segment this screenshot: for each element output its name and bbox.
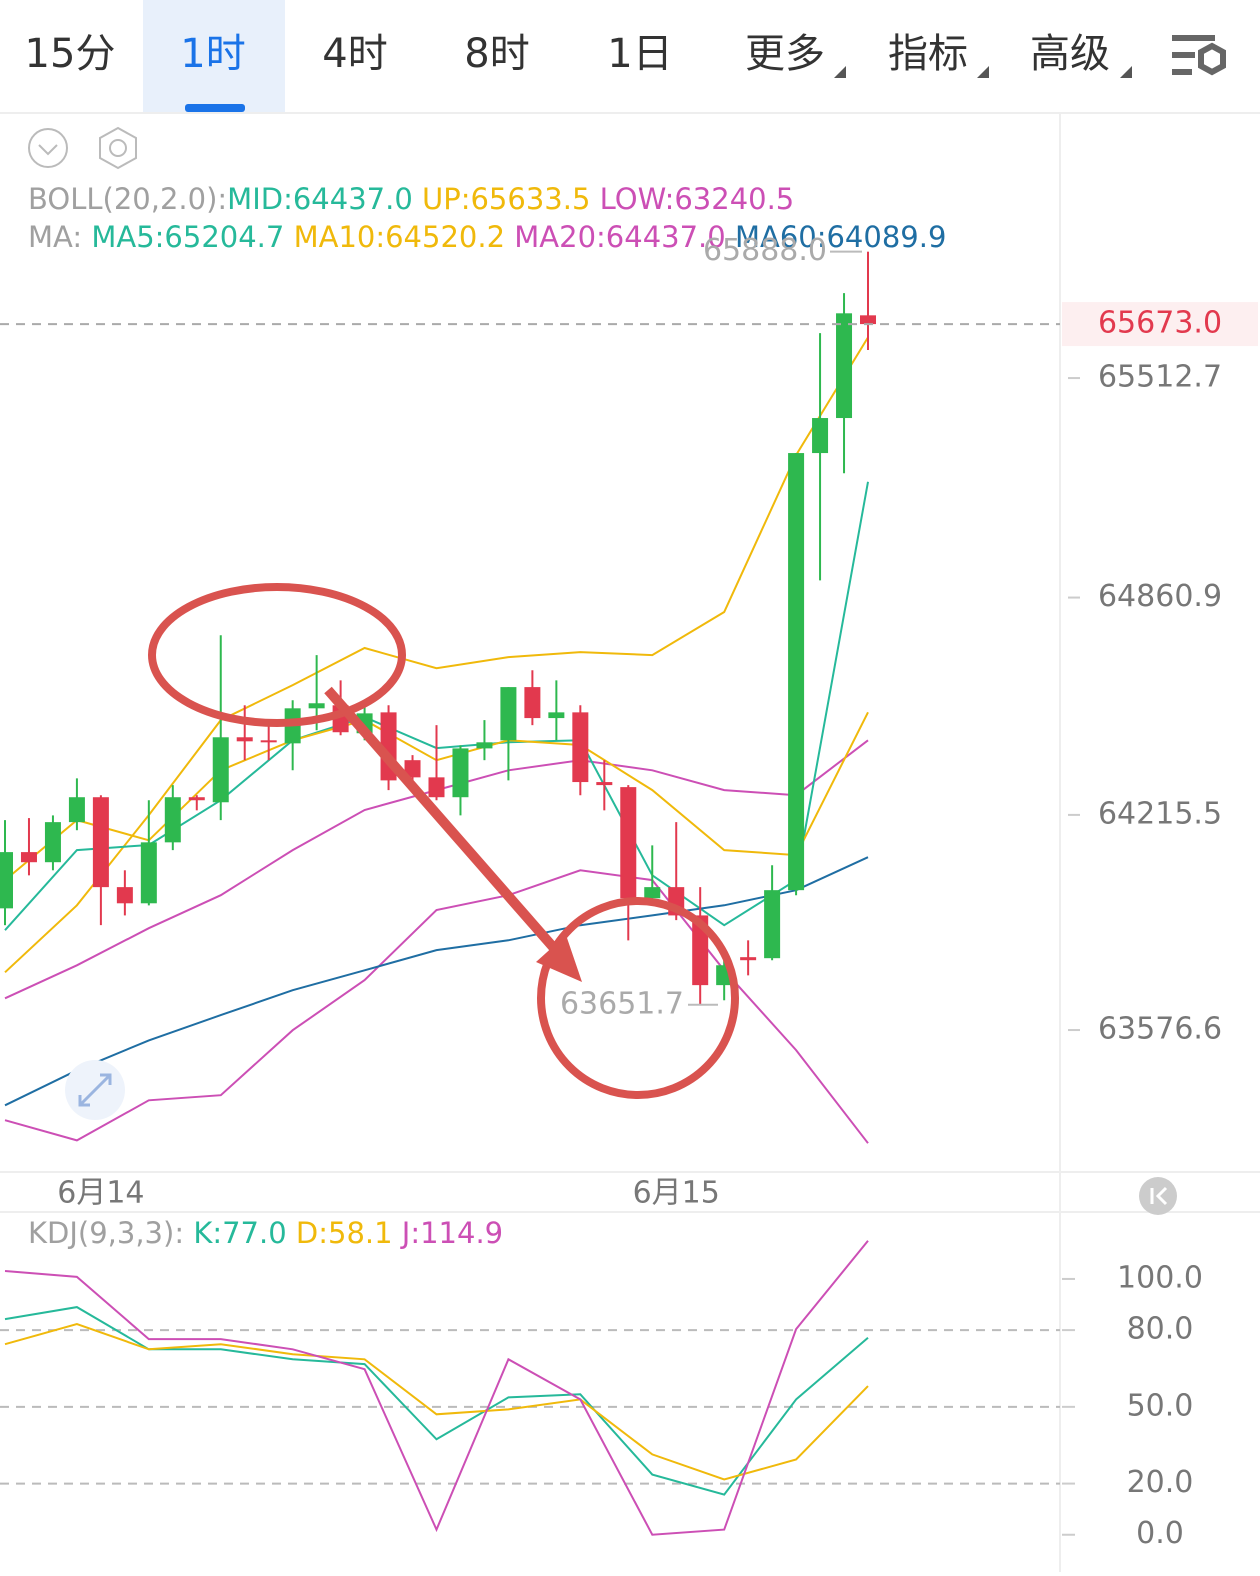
low-label: 63651.7 [560, 986, 684, 1021]
legend-item: MA20:64437.0 [514, 220, 725, 254]
candle-body [68, 797, 85, 823]
y-tick-label: 64215.5 [1098, 796, 1222, 831]
indicator-line [4, 481, 869, 931]
candle-body [164, 797, 181, 843]
annotation-circle [148, 583, 406, 727]
candle-body [788, 453, 805, 891]
dropdown-arrow [834, 66, 846, 78]
y-tick-label: 20.0 [1127, 1465, 1194, 1500]
active-tab-underline [185, 104, 245, 112]
legend-item: LOW:63240.5 [600, 182, 795, 216]
candle-body [740, 957, 757, 961]
legend-item: MA60:64089.9 [735, 220, 946, 254]
dropdown-arrow [1120, 66, 1132, 78]
tab[interactable]: 8时 [464, 31, 529, 77]
candle-body [500, 687, 517, 741]
tab[interactable]: 指标 [888, 31, 968, 77]
candle-body [188, 797, 205, 801]
candle-body [596, 782, 613, 786]
indicator-line [4, 1306, 869, 1496]
boll-legend: BOLL(20,2.0):MID:64437.0 UP:65633.5 LOW:… [28, 182, 794, 216]
candle-body [212, 737, 229, 803]
legend-item: MA10:64520.2 [294, 220, 505, 254]
expand-icon [78, 1073, 112, 1107]
tab[interactable]: 1时 [180, 31, 245, 77]
annotation-circle [537, 897, 739, 1099]
y-tick-label: 80.0 [1127, 1312, 1194, 1347]
candle-body [524, 687, 541, 719]
candle-body [92, 797, 109, 888]
candle-body [44, 822, 61, 863]
chevron [38, 144, 58, 156]
y-tick-label: 63576.6 [1098, 1012, 1222, 1047]
y-tick-label: 0.0 [1136, 1516, 1184, 1551]
candle-body [308, 703, 325, 709]
candle-body [812, 418, 829, 454]
tab[interactable]: 15分 [25, 31, 116, 77]
candle-body [20, 852, 37, 863]
settings-dot [109, 139, 127, 157]
scroll-end-icon [1150, 1186, 1168, 1206]
annotation-arrow [324, 686, 564, 959]
settings-icon[interactable] [1172, 35, 1226, 76]
tab[interactable]: 4时 [322, 31, 387, 77]
candle-body [140, 842, 157, 904]
legend-item: J:114.9 [400, 1216, 503, 1250]
indicator-line [4, 1322, 869, 1481]
y-tick-label: 50.0 [1127, 1388, 1194, 1423]
candle-body [428, 777, 445, 798]
last-price-label: 65673.0 [1098, 306, 1222, 341]
candle-body [0, 852, 13, 909]
legend-item: D:58.1 [296, 1216, 393, 1250]
x-tick-label: 6月15 [633, 1176, 720, 1211]
high-label: 65888.0 [703, 233, 827, 268]
candle-body [116, 887, 133, 904]
candle-body [860, 315, 876, 325]
y-tick-label: 64860.9 [1098, 579, 1222, 614]
legend-name: MA: [28, 220, 82, 254]
candle-body [404, 760, 421, 778]
legend-item: MA5:65204.7 [91, 220, 284, 254]
legend-item: K:77.0 [193, 1216, 286, 1250]
last-price-box [1062, 302, 1258, 347]
legend-name: KDJ(9,3,3): [28, 1216, 184, 1250]
settings-button[interactable] [99, 126, 137, 170]
ma-legend: MA: MA5:65204.7 MA10:64520.2 MA20:64437.… [28, 220, 946, 254]
candle-body [764, 890, 781, 959]
dropdown-arrow [977, 66, 989, 78]
candle-body [836, 313, 853, 419]
legend-item: UP:65633.5 [422, 182, 590, 216]
indicator-line [4, 856, 869, 1107]
collapse-button[interactable] [28, 128, 68, 168]
candle-body [260, 740, 277, 743]
kdj-legend: KDJ(9,3,3): K:77.0 D:58.1 J:114.9 [28, 1216, 503, 1250]
tab[interactable]: 高级 [1030, 31, 1110, 77]
tab[interactable]: 更多 [745, 31, 825, 77]
candle-body [692, 915, 709, 986]
candle-body [548, 712, 565, 719]
candle-body [644, 887, 661, 899]
tab[interactable]: 1日 [607, 31, 672, 77]
active-tab-bg [143, 0, 285, 112]
legend-name: BOLL(20,2.0): [28, 182, 227, 216]
candle-body [572, 712, 589, 783]
indicator-line [4, 1240, 869, 1536]
indicator-line [4, 336, 869, 974]
arrow-head [536, 935, 582, 982]
y-tick-label: 100.0 [1117, 1260, 1203, 1295]
legend-item: MID:64437.0 [227, 182, 413, 216]
candle-body [476, 742, 493, 749]
y-tick-label: 65512.7 [1098, 360, 1222, 395]
candle-body [620, 787, 637, 899]
candle-body [236, 737, 253, 742]
candle-body [452, 748, 469, 798]
x-tick-label: 6月14 [57, 1176, 144, 1211]
